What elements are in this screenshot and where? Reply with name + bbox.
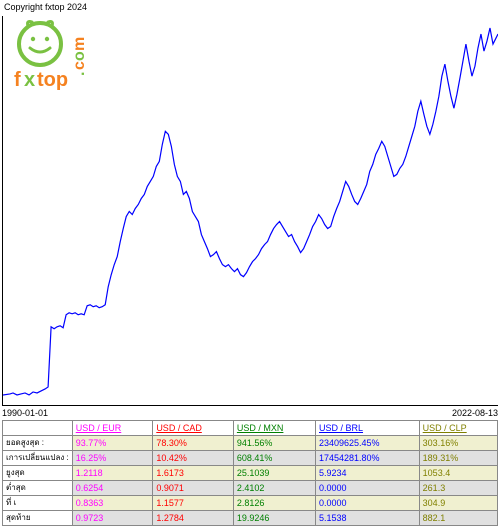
table-cell: 0.0000 — [316, 481, 420, 496]
table-cell: 0.9071 — [153, 481, 234, 496]
table-cell: 5.9234 — [316, 466, 420, 481]
table-cell: 10.42% — [153, 451, 234, 466]
table-cell: 0.8363 — [72, 496, 153, 511]
column-header[interactable]: USD / EUR — [72, 421, 153, 436]
table-cell: 1.6173 — [153, 466, 234, 481]
table-cell: 93.77% — [72, 436, 153, 451]
table-cell: 0.6254 — [72, 481, 153, 496]
table-cell: 17454281.80% — [316, 451, 420, 466]
table-cell: 1053.4 — [419, 466, 497, 481]
table-cell: 1.2118 — [72, 466, 153, 481]
row-label: ยอดสูงสุด : — [3, 436, 73, 451]
row-label: ที่ เ — [3, 496, 73, 511]
table-cell: 189.31% — [419, 451, 497, 466]
table-cell: 882.1 — [419, 511, 497, 526]
column-header[interactable]: USD / CAD — [153, 421, 234, 436]
table-cell: 23409625.45% — [316, 436, 420, 451]
table-cell: 1.2784 — [153, 511, 234, 526]
table-cell: 261.3 — [419, 481, 497, 496]
table-cell: 5.1538 — [316, 511, 420, 526]
table-cell: 19.9246 — [233, 511, 315, 526]
table-cell: 303.16% — [419, 436, 497, 451]
x-axis-start: 1990-01-01 — [2, 408, 48, 418]
table-cell: 2.8126 — [233, 496, 315, 511]
table-cell: 2.4102 — [233, 481, 315, 496]
table-cell: 1.1577 — [153, 496, 234, 511]
column-header[interactable]: USD / CLP — [419, 421, 497, 436]
table-cell: 78.30% — [153, 436, 234, 451]
row-label: สุดท้าย — [3, 511, 73, 526]
table-corner — [3, 421, 73, 436]
row-label: ต่ำสุด — [3, 481, 73, 496]
table-cell: 0.9723 — [72, 511, 153, 526]
row-label: ยูงสุด — [3, 466, 73, 481]
table-cell: 16.25% — [72, 451, 153, 466]
column-header[interactable]: USD / BRL — [316, 421, 420, 436]
table-cell: 941.56% — [233, 436, 315, 451]
row-label: เการเปลี่ยนแปลง : — [3, 451, 73, 466]
table-cell: 608.41% — [233, 451, 315, 466]
line-chart — [3, 16, 498, 405]
currency-table: USD / EURUSD / CADUSD / MXNUSD / BRLUSD … — [2, 420, 498, 526]
table-cell: 0.0000 — [316, 496, 420, 511]
chart-area — [2, 16, 498, 406]
column-header[interactable]: USD / MXN — [233, 421, 315, 436]
table-cell: 304.9 — [419, 496, 497, 511]
x-axis-end: 2022-08-13 — [452, 408, 498, 418]
copyright-text: Copyright fxtop 2024 — [4, 2, 87, 12]
table-cell: 25.1039 — [233, 466, 315, 481]
